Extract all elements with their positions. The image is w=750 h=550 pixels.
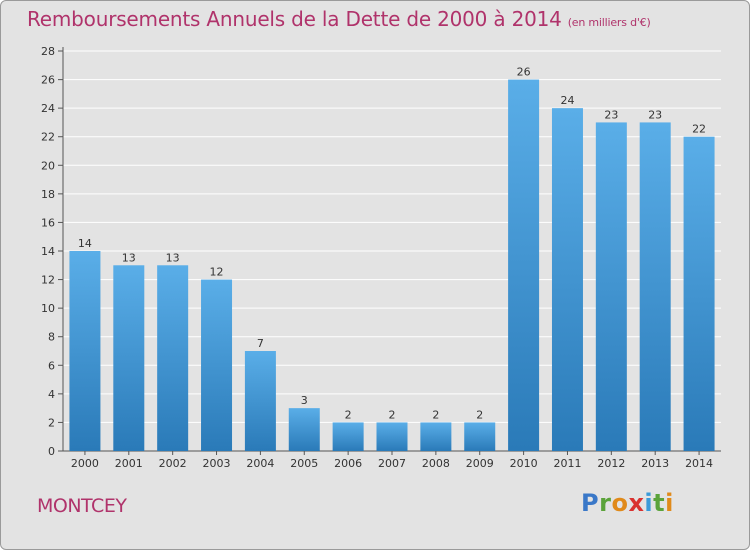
- y-tick-label: 22: [41, 131, 55, 144]
- chart-title: Remboursements Annuels de la Dette de 20…: [27, 7, 651, 31]
- bar-2010: [508, 79, 540, 452]
- bar-2005: [288, 408, 320, 451]
- bar-2006: [332, 422, 364, 451]
- y-tick-label: 4: [48, 388, 55, 401]
- bar-2007: [376, 422, 408, 451]
- y-tick-label: 2: [48, 416, 55, 429]
- y-tick-label: 8: [48, 331, 55, 344]
- data-label-2010: 26: [517, 66, 531, 79]
- x-tick-label-2002: 2002: [159, 457, 187, 470]
- y-tick-label: 12: [41, 274, 55, 287]
- bar-2002: [157, 265, 189, 451]
- y-tick-label: 18: [41, 188, 55, 201]
- x-tick-label-2012: 2012: [597, 457, 625, 470]
- data-label-2003: 12: [210, 266, 224, 279]
- data-label-2007: 2: [389, 408, 396, 421]
- x-tick-label-2006: 2006: [334, 457, 362, 470]
- bar-2012: [595, 122, 627, 451]
- commune-name: MONTCEY: [37, 495, 127, 517]
- data-label-2005: 3: [301, 394, 308, 407]
- bar-2013: [639, 122, 671, 451]
- data-label-2008: 2: [432, 408, 439, 421]
- data-label-2002: 13: [166, 251, 180, 264]
- bar-2011: [551, 108, 583, 452]
- x-tick-label-2014: 2014: [685, 457, 713, 470]
- data-label-2009: 2: [476, 408, 483, 421]
- labels: 14 2000 13 2001 13 2002 12 2003 7 2004 3 2005 2 2006 2…: [71, 66, 713, 470]
- bar-2003: [201, 279, 233, 451]
- x-tick-label-2009: 2009: [466, 457, 494, 470]
- y-tick-label: 10: [41, 302, 55, 315]
- data-label-2012: 23: [604, 108, 618, 121]
- y-tick-label: 6: [48, 359, 55, 372]
- bar-2001: [113, 265, 145, 451]
- data-label-2001: 13: [122, 251, 136, 264]
- chart-subtitle: (en milliers d'€): [567, 16, 651, 29]
- y-tick-label: 24: [41, 102, 55, 115]
- x-tick-label-2007: 2007: [378, 457, 406, 470]
- proxiti-logo: Proxiti: [581, 489, 674, 517]
- data-label-2011: 24: [560, 94, 574, 107]
- y-tick-label: 16: [41, 216, 55, 229]
- y-tick-label: 28: [41, 45, 55, 58]
- x-tick-label-2011: 2011: [553, 457, 581, 470]
- x-tick-label-2010: 2010: [510, 457, 538, 470]
- chart-title-text: Remboursements Annuels de la Dette de 20…: [27, 7, 562, 31]
- x-tick-label-2008: 2008: [422, 457, 450, 470]
- y-tick-label: 20: [41, 159, 55, 172]
- x-tick-label-2004: 2004: [246, 457, 274, 470]
- data-label-2006: 2: [345, 408, 352, 421]
- data-label-2000: 14: [78, 237, 92, 250]
- x-tick-label-2003: 2003: [203, 457, 231, 470]
- bar-2004: [244, 351, 276, 451]
- bars: [69, 79, 715, 452]
- x-tick-label-2001: 2001: [115, 457, 143, 470]
- bar-2014: [683, 136, 715, 451]
- data-label-2004: 7: [257, 337, 264, 350]
- y-tick-label: 26: [41, 74, 55, 87]
- x-tick-label-2013: 2013: [641, 457, 669, 470]
- y-tick-label: 0: [48, 445, 55, 458]
- bar-2000: [69, 251, 101, 451]
- data-label-2013: 23: [648, 108, 662, 121]
- x-tick-label-2000: 2000: [71, 457, 99, 470]
- y-tick-label: 14: [41, 245, 55, 258]
- bar-2008: [420, 422, 452, 451]
- bar-2009: [464, 422, 496, 451]
- x-tick-label-2005: 2005: [290, 457, 318, 470]
- data-label-2014: 22: [692, 123, 706, 136]
